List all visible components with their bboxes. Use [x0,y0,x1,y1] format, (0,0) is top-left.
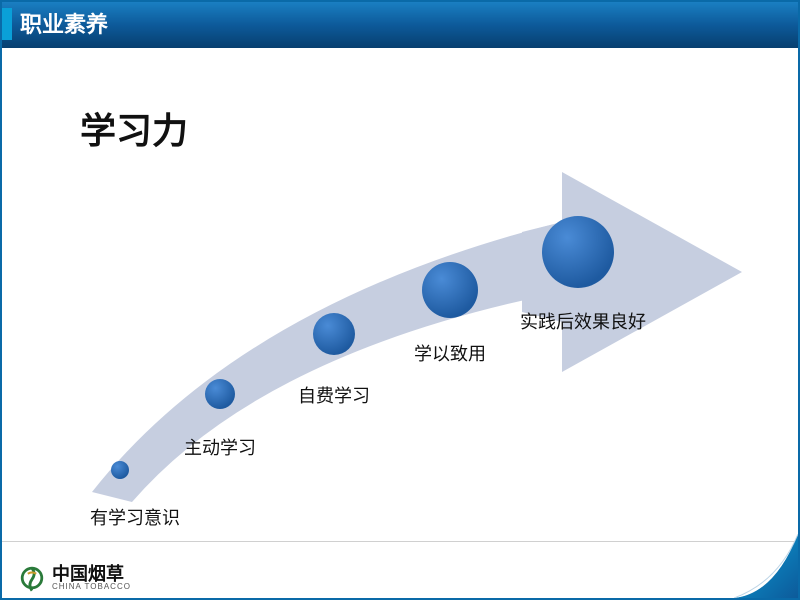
progression-diagram [2,62,800,522]
page-curl-icon [734,534,798,598]
slide-frame: 职业素养 学习力 有学习意识 主动学习 自费学习 学以致用 实践后效果良好 [0,0,800,600]
logo-text-block: 中国烟草 CHINA TOBACCO [52,565,131,591]
logo-mark-icon [18,564,46,592]
logo-text-cn: 中国烟草 [52,565,131,583]
slide-footer: 中国烟草 CHINA TOBACCO [2,541,798,598]
step-dot-2 [205,379,235,409]
arrow-shaft [92,222,562,502]
header-title: 职业素养 [20,2,108,48]
step-label-1: 有学习意识 [90,504,180,530]
step-label-5: 实践后效果良好 [520,308,646,334]
header-accent-bar [2,8,12,40]
brand-logo: 中国烟草 CHINA TOBACCO [18,564,131,592]
step-dot-4 [422,262,478,318]
step-label-2: 主动学习 [184,434,256,460]
slide-header: 职业素养 [2,2,798,48]
logo-text-en: CHINA TOBACCO [52,583,131,591]
step-dot-5 [542,216,614,288]
step-label-3: 自费学习 [298,382,370,408]
step-dot-1 [111,461,129,479]
step-label-4: 学以致用 [414,340,486,366]
step-dot-3 [313,313,355,355]
